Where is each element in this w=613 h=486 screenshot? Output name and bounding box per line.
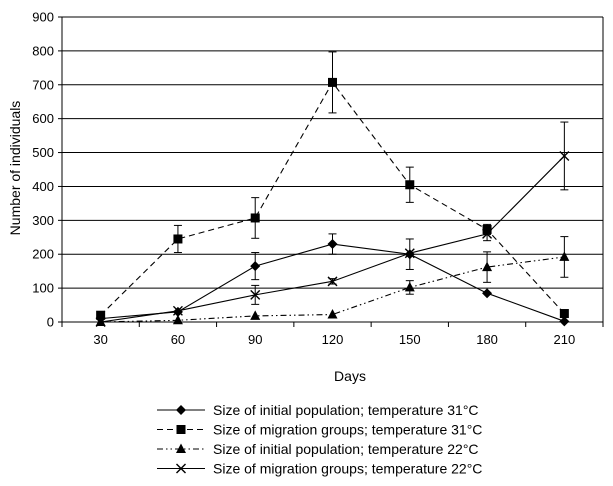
data-point — [250, 261, 261, 272]
y-tick-label: 0 — [47, 315, 54, 330]
x-tick-label: 30 — [93, 332, 107, 347]
data-point — [404, 249, 415, 260]
cross-stroke — [250, 289, 261, 300]
y-tick-label: 400 — [32, 179, 54, 194]
data-point — [327, 276, 338, 287]
axes — [58, 16, 604, 327]
y-tick-label: 700 — [32, 77, 54, 92]
data-point — [327, 309, 338, 319]
data-point — [172, 306, 183, 317]
x-tick-label: 150 — [399, 332, 421, 347]
data-point — [559, 251, 570, 261]
x-tick-label: 120 — [322, 332, 344, 347]
x-tick-labels: 30 60 90 120 150 180 210 — [93, 332, 575, 347]
legend: Size of initial population; temperature … — [157, 402, 482, 477]
data-point — [559, 309, 569, 319]
gridlines — [62, 16, 603, 289]
legend-label: Size of migration groups; temperature 31… — [213, 422, 482, 438]
data-point — [482, 228, 493, 239]
data-point — [172, 314, 183, 325]
data-point — [95, 317, 106, 327]
y-tick-labels: 0 100 200 300 400 500 600 700 800 900 — [32, 10, 54, 330]
data-point — [559, 150, 570, 161]
x-axis-title: Days — [334, 368, 366, 384]
legend-entry: Size of initial population; temperature … — [157, 441, 479, 457]
cross-stroke — [482, 228, 493, 239]
y-tick-label: 100 — [32, 281, 54, 296]
data-point — [250, 310, 261, 320]
y-tick-label: 600 — [32, 111, 54, 126]
data-point — [404, 248, 415, 259]
data-series — [95, 51, 570, 327]
data-point — [404, 281, 415, 292]
data-point — [173, 234, 183, 244]
x-tick-label: 60 — [171, 332, 185, 347]
y-tick-label: 200 — [32, 247, 54, 262]
y-tick-label: 500 — [32, 145, 54, 160]
data-point — [250, 213, 260, 223]
data-point — [328, 77, 337, 87]
x-tick-label: 210 — [554, 332, 576, 347]
x-tick-label: 180 — [476, 332, 498, 347]
data-point — [327, 239, 338, 250]
series-4 — [95, 121, 570, 327]
cross-stroke — [559, 150, 570, 161]
y-tick-label: 800 — [32, 43, 54, 58]
legend-marker — [176, 443, 186, 453]
data-point — [96, 310, 106, 320]
cross-stroke — [404, 248, 415, 259]
legend-label: Size of initial population; temperature … — [213, 441, 479, 457]
data-point — [172, 305, 183, 316]
y-tick-label: 900 — [32, 10, 54, 25]
legend-entry: Size of migration groups; temperature 31… — [157, 422, 482, 438]
cross-stroke — [172, 305, 183, 316]
legend-marker — [176, 463, 186, 474]
cross-stroke — [327, 276, 338, 287]
legend-marker — [176, 425, 186, 434]
legend-label: Size of migration groups; temperature 22… — [213, 461, 482, 477]
legend-entry: Size of migration groups; temperature 22… — [157, 461, 482, 477]
cross-stroke — [95, 317, 106, 327]
y-axis-title: Number of individuals — [7, 101, 23, 236]
y-tick-label: 300 — [32, 213, 54, 228]
data-point — [250, 289, 261, 300]
data-point — [559, 316, 570, 327]
data-point — [482, 288, 493, 299]
data-point — [405, 180, 415, 190]
legend-entry: Size of initial population; temperature … — [157, 402, 479, 418]
x-tick-label: 90 — [248, 332, 262, 347]
legend-label: Size of initial population; temperature … — [213, 402, 479, 418]
cross-stroke — [176, 463, 186, 474]
legend-marker — [176, 405, 186, 415]
series-3 — [95, 236, 570, 326]
data-point — [482, 261, 493, 272]
